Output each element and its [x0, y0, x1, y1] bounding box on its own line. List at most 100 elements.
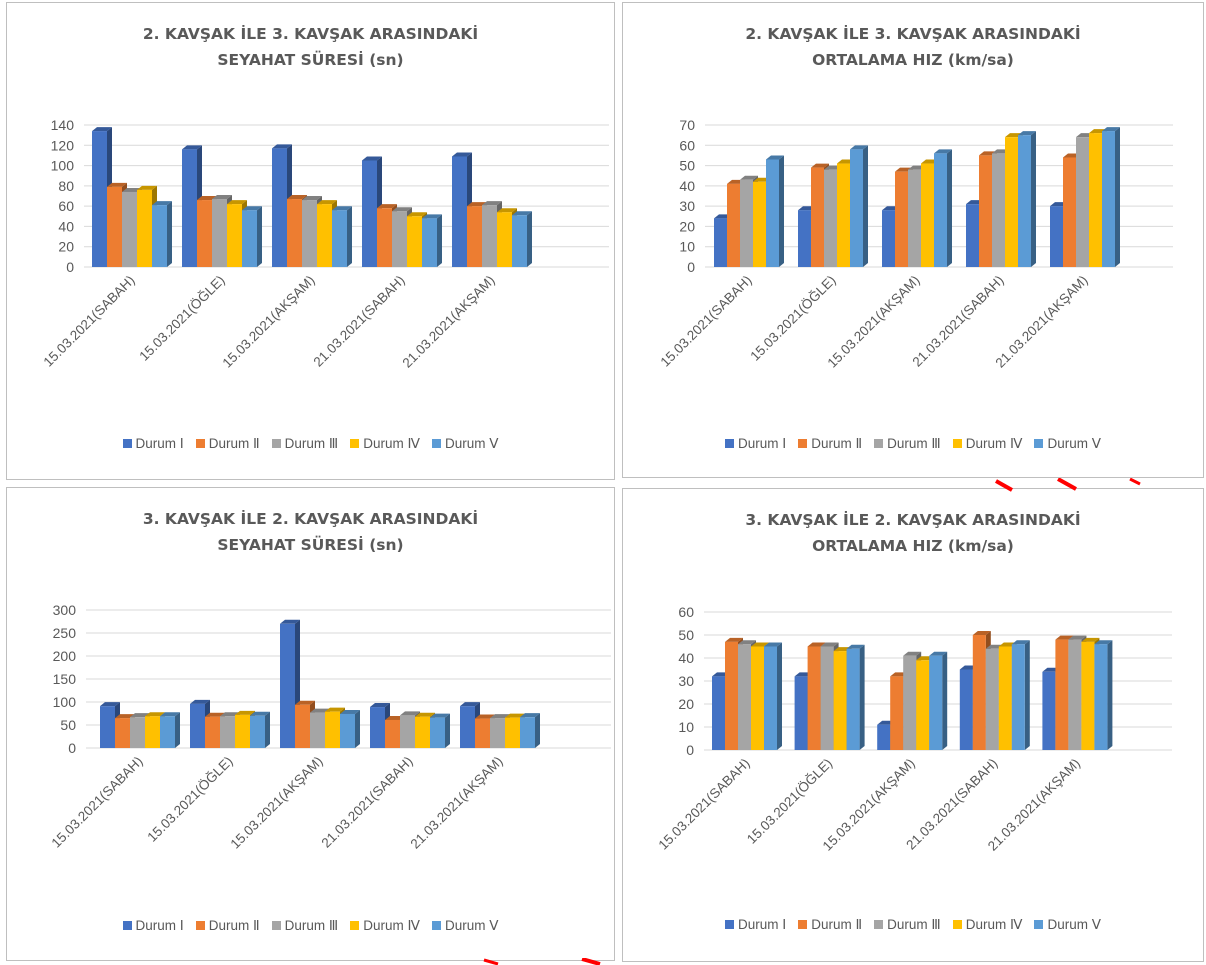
legend-item: Durum Ⅴ [1034, 917, 1101, 933]
legend-swatch [350, 921, 360, 930]
bar [766, 155, 784, 267]
y-tick-label: 60 [679, 137, 695, 153]
legend-label: Durum Ⅴ [444, 918, 499, 933]
legend-label: Durum Ⅳ [965, 436, 1023, 451]
y-tick-label: 50 [678, 627, 694, 643]
chart-panel-4: 3. KAVŞAK İLE 2. KAVŞAK ARASINDAKİ ORTAL… [622, 488, 1204, 962]
chart-title: 3. KAVŞAK İLE 2. KAVŞAK ARASINDAKİ ORTAL… [623, 507, 1203, 559]
x-tick-label: 21.03.2021(SABAH) [319, 754, 416, 851]
y-tick-label: 80 [58, 178, 74, 194]
legend-item: Durum Ⅳ [952, 917, 1023, 933]
legend-label: Durum Ⅰ [738, 917, 787, 932]
legend-item: Durum Ⅳ [350, 918, 420, 934]
legend-swatch [122, 921, 132, 930]
legend-label: Durum Ⅱ [811, 917, 863, 932]
bar [340, 709, 360, 748]
legend-item: Durum Ⅴ [1034, 436, 1101, 452]
x-tick-label: 15.03.2021(AKŞAM) [824, 273, 922, 371]
legend-swatch [271, 439, 281, 448]
legend-swatch [952, 920, 962, 929]
x-tick-label: 21.03.2021(AKŞAM) [992, 273, 1090, 371]
x-tick-label: 21.03.2021(SABAH) [910, 273, 1007, 370]
legend-item: Durum Ⅰ [122, 918, 184, 934]
y-tick-label: 150 [53, 671, 77, 687]
chart-legend: Durum Ⅰ Durum Ⅱ Durum Ⅲ Durum Ⅳ Durum Ⅴ [7, 918, 614, 934]
legend-label: Durum Ⅱ [208, 436, 260, 451]
y-tick-label: 20 [679, 218, 695, 234]
x-tick-label: 15.03.2021(ÖĞLE) [744, 756, 835, 847]
chart-title: 2. KAVŞAK İLE 3. KAVŞAK ARASINDAKİ SEYAH… [7, 21, 614, 73]
legend-item: Durum Ⅱ [798, 917, 862, 933]
bar [1011, 640, 1030, 750]
legend-label: Durum Ⅲ [284, 918, 339, 933]
x-tick-label: 15.03.2021(AKŞAM) [219, 273, 317, 371]
legend-label: Durum Ⅰ [135, 918, 184, 933]
legend-item: Durum Ⅱ [798, 436, 862, 452]
legend-item: Durum Ⅰ [122, 436, 184, 452]
legend-swatch [122, 439, 132, 448]
legend-label: Durum Ⅴ [1047, 917, 1101, 932]
legend-swatch [874, 439, 884, 448]
bar [934, 149, 952, 267]
bar [430, 713, 450, 748]
y-tick-label: 30 [678, 673, 694, 689]
y-tick-label: 40 [58, 218, 74, 234]
chart-title-line-1: 3. KAVŞAK İLE 2. KAVŞAK ARASINDAKİ [745, 511, 1081, 529]
legend-swatch [431, 439, 441, 448]
chart-panel-2: 2. KAVŞAK İLE 3. KAVŞAK ARASINDAKİ ORTAL… [622, 2, 1204, 478]
x-tick-label: 15.03.2021(AKŞAM) [227, 754, 325, 852]
bar [1018, 131, 1036, 267]
legend-label: Durum Ⅱ [208, 918, 260, 933]
y-tick-label: 300 [53, 602, 77, 618]
legend-swatch [725, 439, 735, 448]
legend-item: Durum Ⅲ [874, 917, 941, 933]
legend-swatch [195, 921, 205, 930]
chart-plot: 05010015020025030015.03.2021(SABAH)15.03… [49, 602, 611, 852]
bar [850, 145, 868, 267]
x-tick-label: 21.03.2021(AKŞAM) [399, 273, 497, 371]
x-tick-label: 15.03.2021(ÖĞLE) [144, 754, 235, 845]
x-tick-label: 21.03.2021(AKŞAM) [407, 754, 505, 852]
bar [1094, 640, 1113, 750]
bar [1102, 127, 1120, 267]
bar [250, 711, 270, 748]
chart-legend: Durum Ⅰ Durum Ⅱ Durum Ⅲ Durum Ⅳ Durum Ⅴ [623, 917, 1203, 933]
bar [422, 214, 442, 267]
legend-label: Durum Ⅰ [135, 436, 184, 451]
legend-swatch [1034, 920, 1044, 929]
legend-swatch [1034, 439, 1044, 448]
bar [764, 642, 782, 750]
legend-swatch [952, 439, 962, 448]
legend-swatch [874, 920, 884, 929]
legend-item: Durum Ⅱ [195, 436, 260, 452]
y-tick-label: 10 [679, 239, 695, 255]
chart-title-line-1: 3. KAVŞAK İLE 2. KAVŞAK ARASINDAKİ [142, 510, 479, 528]
x-tick-label: 15.03.2021(ÖĞLE) [747, 273, 838, 364]
legend-label: Durum Ⅱ [811, 436, 863, 451]
legend-label: Durum Ⅲ [887, 436, 941, 451]
y-tick-label: 140 [51, 117, 75, 133]
legend-label: Durum Ⅳ [965, 917, 1023, 932]
legend-item: Durum Ⅴ [431, 436, 498, 452]
x-tick-label: 21.03.2021(SABAH) [903, 756, 1000, 853]
y-tick-label: 0 [68, 740, 76, 756]
chart-title: 2. KAVŞAK İLE 3. KAVŞAK ARASINDAKİ ORTAL… [623, 21, 1203, 73]
y-tick-label: 100 [51, 158, 75, 174]
y-tick-label: 200 [53, 648, 77, 664]
chart-title: 3. KAVŞAK İLE 2. KAVŞAK ARASINDAKİ SEYAH… [7, 506, 614, 558]
y-tick-label: 30 [679, 198, 695, 214]
legend-swatch [350, 439, 360, 448]
legend-item: Durum Ⅳ [952, 436, 1023, 452]
y-tick-label: 40 [678, 650, 694, 666]
legend-label: Durum Ⅲ [284, 436, 339, 451]
x-tick-label: 15.03.2021(SABAH) [49, 754, 146, 851]
bar [846, 644, 865, 750]
chart-plot: 02040608010012014015.03.2021(SABAH)15.03… [41, 117, 609, 371]
x-tick-label: 15.03.2021(SABAH) [656, 756, 753, 853]
chart-title-line-2: ORTALAMA HIZ (km/sa) [812, 537, 1014, 555]
bar [929, 651, 948, 750]
y-tick-label: 20 [58, 239, 74, 255]
x-tick-label: 15.03.2021(SABAH) [41, 273, 138, 370]
y-tick-label: 0 [686, 742, 694, 758]
y-tick-label: 50 [679, 158, 695, 174]
